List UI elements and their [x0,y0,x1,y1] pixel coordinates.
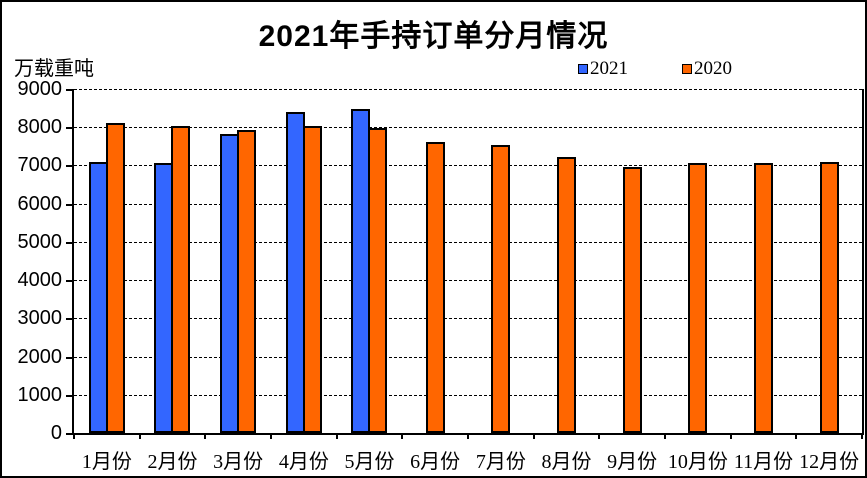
gridline-3000 [74,318,862,320]
x-axis-label-4月份: 4月份 [278,451,329,473]
x-axis-label-1月份: 1月份 [81,451,132,473]
y-axis-label-7000: 7000 [17,154,63,177]
x-axis-tick [598,433,601,439]
x-axis-label-3月份: 3月份 [213,451,264,473]
bar-2020-10月份 [688,162,708,433]
y-axis-tick [66,89,73,91]
gridline-1000 [74,394,862,396]
gridline-2000 [74,356,862,358]
y-axis-tick [66,127,73,130]
x-axis-tick [467,433,469,439]
x-axis-label-9月份: 9月份 [607,451,658,473]
y-axis-tick [66,165,73,168]
x-axis-tick [401,433,404,439]
x-axis-tick [532,433,535,439]
legend: 2021 2020 [578,59,732,78]
y-axis-label-4000: 4000 [17,269,63,292]
y-axis-tick [66,241,73,244]
x-axis-label-8月份: 8月份 [541,451,592,473]
y-axis-label-1000: 1000 [17,383,63,406]
gridline-8000 [74,127,862,129]
bar-2020-4月份 [302,125,322,433]
y-axis-tick [66,394,73,397]
bar-2020-1月份 [105,123,125,433]
gridline-6000 [74,203,862,205]
x-axis-tick [204,433,207,439]
x-axis-tick [795,433,798,439]
x-axis-tick [664,433,666,439]
y-axis-label-5000: 5000 [17,230,63,253]
legend-swatch-2021-icon [578,63,588,74]
y-axis-label-6000: 6000 [17,192,63,215]
gridline-9000 [74,89,862,90]
x-axis-tick [270,433,272,439]
x-axis-tick [861,433,863,439]
legend-item-2021: 2021 [578,59,628,78]
x-axis-tick [335,433,338,439]
bar-group-11月份 [731,89,797,433]
x-axis-label-10月份: 10月份 [667,451,728,473]
bar-2020-8月份 [556,157,576,433]
x-axis-label-7月份: 7月份 [475,451,526,473]
bar-2020-2月份 [171,126,191,433]
y-axis-label-2000: 2000 [17,345,63,368]
bar-group-7月份 [468,89,534,433]
bar-group-9月份 [599,89,665,433]
x-axis-label-5月份: 5月份 [344,451,395,473]
bar-2020-12月份 [819,161,839,433]
bar-group-4月份 [271,89,337,433]
bar-group-5月份 [337,89,403,433]
bar-group-2月份 [140,89,206,433]
chart-title: 2021年手持订单分月情况 [258,20,609,53]
bar-group-12月份 [796,89,862,433]
gridline-4000 [74,280,862,282]
y-axis-tick [66,433,73,435]
y-axis-label-0: 0 [50,422,62,444]
bar-2020-7月份 [491,145,511,433]
bar-2020-9月份 [622,166,642,433]
bar-2020-11月份 [753,162,773,433]
legend-swatch-2020-icon [682,63,692,74]
legend-label-2021: 2021 [590,58,628,79]
y-axis-tick [66,203,73,206]
x-axis-label-12月份: 12月份 [799,451,860,473]
gridline-7000 [74,165,862,167]
y-axis-unit-label: 万载重吨 [14,58,94,80]
bar-2020-3月份 [237,129,257,433]
bar-2020-5月份 [368,127,388,433]
bar-group-6月份 [402,89,468,433]
plot-area: 0 1000 2000 3000 4000 5000 6000 7000 8000 9000 1月份… [18,79,864,473]
y-axis-tick [66,356,73,359]
bar-group-1月份 [74,89,140,433]
x-axis-label-2月份: 2月份 [147,451,198,473]
bar-2020-6月份 [425,142,445,433]
bar-group-10月份 [665,89,731,433]
bar-group-3月份 [205,89,271,433]
y-axis-tick [66,318,73,321]
x-axis-tick [729,433,732,439]
legend-item-2020: 2020 [682,59,732,78]
y-axis-label-9000: 9000 [17,78,63,100]
y-axis-label-8000: 8000 [17,116,63,139]
x-axis-tick [138,433,141,439]
x-axis-label-11月份: 11月份 [733,451,794,473]
y-axis-tick [66,280,73,283]
legend-label-2020: 2020 [694,58,732,79]
bar-group-8月份 [534,89,600,433]
y-axis-label-3000: 3000 [17,307,63,330]
x-axis-label-6月份: 6月份 [410,451,461,473]
gridline-5000 [74,241,862,243]
x-axis-tick [73,433,75,439]
